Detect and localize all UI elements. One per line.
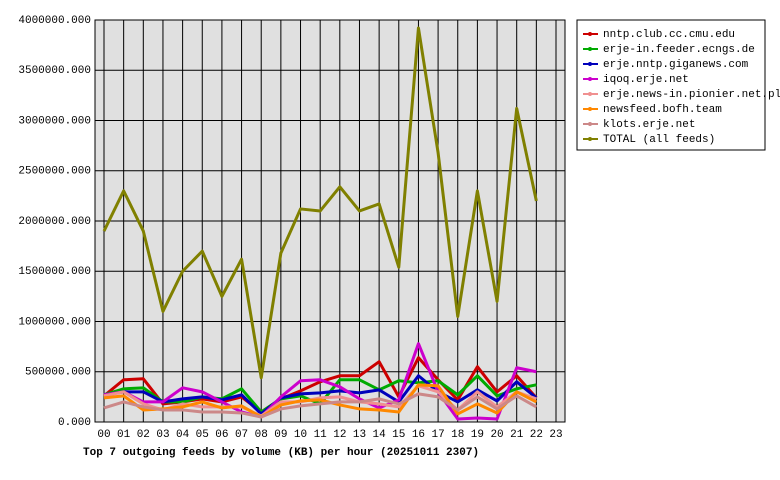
- legend-label: TOTAL (all feeds): [603, 134, 715, 146]
- series-line: [103, 374, 538, 416]
- y-tick-label: 4000000.000: [18, 15, 91, 27]
- legend-label: klots.erje.net: [603, 119, 695, 131]
- legend-label: erje.news-in.pionier.net.pl: [603, 89, 780, 101]
- legend-label: nntp.club.cc.cmu.edu: [603, 29, 735, 41]
- x-tick-label: 10: [294, 429, 307, 441]
- x-tick-label: 08: [255, 429, 268, 441]
- series-line: [102, 26, 538, 380]
- x-tick-label: 13: [353, 429, 366, 441]
- x-tick-label: 22: [530, 429, 543, 441]
- x-tick-label: 14: [373, 429, 387, 441]
- y-tick-label: 1000000.000: [18, 316, 91, 328]
- series-line: [103, 392, 538, 419]
- x-tick-label: 04: [176, 429, 190, 441]
- legend-label: erje.nntp.giganews.com: [603, 59, 749, 71]
- legend-marker: [588, 77, 592, 81]
- x-tick-label: 12: [333, 429, 346, 441]
- x-tick-label: 17: [431, 429, 444, 441]
- x-tick-label: 00: [97, 429, 110, 441]
- y-tick-label: 1500000.000: [18, 266, 91, 278]
- series-line: [103, 383, 538, 419]
- legend-label: newsfeed.bofh.team: [603, 104, 722, 116]
- x-tick-label: 03: [156, 429, 169, 441]
- x-tick-label: 06: [215, 429, 228, 441]
- legend-marker: [588, 137, 592, 141]
- legend-marker: [588, 122, 592, 126]
- x-tick-label: 09: [274, 429, 287, 441]
- x-tick-label: 15: [392, 429, 405, 441]
- chart-title: Top 7 outgoing feeds by volume (KB) per …: [83, 447, 479, 459]
- y-tick-label: 2500000.000: [18, 166, 91, 178]
- x-tick-label: 19: [471, 429, 484, 441]
- legend-marker: [588, 92, 592, 96]
- x-tick-label: 01: [117, 429, 131, 441]
- legend-label: iqoq.erje.net: [603, 74, 689, 86]
- x-tick-label: 11: [314, 429, 328, 441]
- x-tick-label: 02: [137, 429, 150, 441]
- legend-label: erje-in.feeder.ecngs.de: [603, 44, 755, 56]
- legend-marker: [588, 32, 592, 36]
- x-tick-label: 07: [235, 429, 248, 441]
- x-tick-label: 05: [196, 429, 209, 441]
- x-tick-label: 21: [510, 429, 524, 441]
- legend-marker: [588, 107, 592, 111]
- y-tick-label: 500000.000: [25, 367, 91, 379]
- legend-marker: [588, 47, 592, 51]
- legend-marker: [588, 62, 592, 66]
- y-tick-label: 3500000.000: [18, 65, 91, 77]
- plot-border: [94, 19, 566, 423]
- y-tick-label: 0.000: [58, 417, 91, 429]
- series-line: [103, 342, 537, 421]
- legend-box: [576, 19, 766, 151]
- x-tick-label: 16: [412, 429, 425, 441]
- y-tick-label: 3000000.000: [18, 115, 91, 127]
- y-tick-label: 2000000.000: [18, 216, 91, 228]
- x-tick-label: 20: [490, 429, 503, 441]
- x-tick-label: 18: [451, 429, 464, 441]
- x-tick-label: 23: [549, 429, 562, 441]
